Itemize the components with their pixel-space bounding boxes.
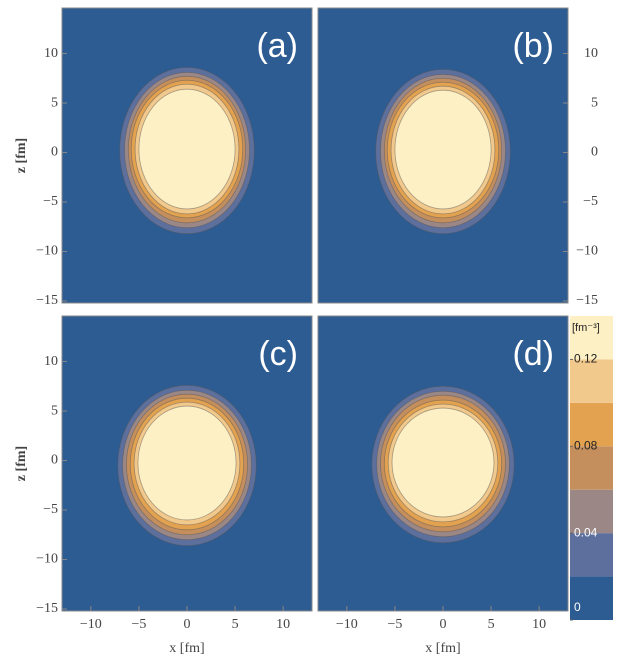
panel (62, 316, 312, 611)
panel-label: (d) (512, 335, 554, 373)
y-tick-label: 0 (51, 453, 58, 468)
colorbar-band (570, 489, 613, 534)
y-axis-label: z [fm] (14, 138, 29, 173)
y-tick-label: −10 (576, 244, 598, 259)
colorbar-tick-label: 0 (574, 600, 581, 614)
frame (317, 7, 569, 304)
y-tick-label: 5 (51, 95, 58, 110)
colorbar-band (570, 446, 613, 490)
frame (61, 7, 313, 304)
x-tick-label: −10 (336, 617, 358, 632)
y-tick-label: −15 (36, 601, 58, 616)
panel (318, 8, 568, 303)
x-tick-label: −5 (131, 617, 146, 632)
contour-region (391, 407, 495, 518)
y-tick-label: 5 (591, 95, 598, 110)
y-tick-label: 10 (44, 354, 58, 369)
y-tick-label: −15 (36, 293, 58, 308)
y-tick-label: −5 (583, 194, 598, 209)
panel-label: (c) (258, 335, 298, 373)
colorbar-tick-label: 0.12 (574, 352, 598, 366)
x-tick-label: 10 (532, 617, 546, 632)
colorbar-band (570, 533, 613, 577)
colorbar-tick-label: 0.04 (574, 525, 598, 539)
panel-label: (a) (256, 27, 298, 65)
x-tick-label: 10 (276, 617, 290, 632)
y-tick-label: 0 (591, 145, 598, 160)
contour-region (394, 89, 492, 210)
colorbar-band (570, 402, 613, 447)
y-tick-label: 10 (44, 46, 58, 61)
colorbar-tick-label: 0.08 (574, 438, 598, 452)
y-tick-label: 10 (584, 46, 598, 61)
y-tick-label: 5 (51, 403, 58, 418)
x-tick-label: 5 (488, 617, 495, 632)
y-tick-label: −5 (43, 502, 58, 517)
y-tick-label: −10 (36, 244, 58, 259)
y-tick-label: −15 (576, 293, 598, 308)
panel (318, 316, 568, 611)
colorbar-label: [fm⁻³] (572, 322, 600, 334)
x-tick-label: −5 (387, 617, 402, 632)
contour-region (138, 88, 236, 210)
x-axis-label: x [fm] (169, 641, 204, 656)
colorbar-band (570, 316, 613, 360)
x-tick-label: 0 (440, 617, 447, 632)
x-tick-label: 0 (184, 617, 191, 632)
y-tick-label: −5 (43, 194, 58, 209)
contour-region (137, 405, 237, 521)
x-tick-label: 5 (232, 617, 239, 632)
panel (62, 8, 312, 303)
x-axis-label: x [fm] (425, 641, 460, 656)
colorbar-band (570, 359, 613, 403)
y-tick-label: −10 (36, 552, 58, 567)
x-tick-label: −10 (80, 617, 102, 632)
colorbar-band (570, 576, 613, 620)
panel-label: (b) (512, 27, 554, 65)
y-axis-label: z [fm] (14, 446, 29, 481)
y-tick-label: 0 (51, 145, 58, 160)
